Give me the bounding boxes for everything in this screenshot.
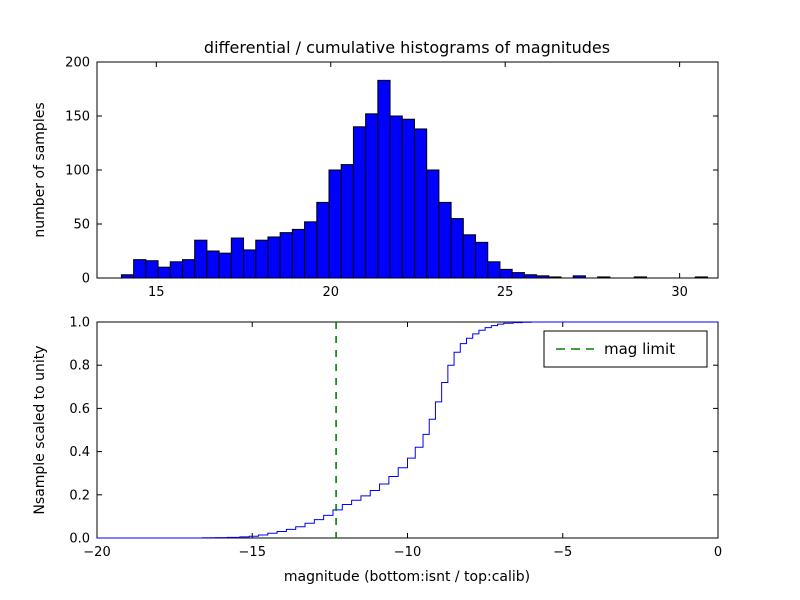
svg-text:50: 50 [73,218,90,233]
histogram-bar [316,201,330,279]
svg-text:0.4: 0.4 [69,445,90,460]
svg-text:−5: −5 [553,545,572,560]
histogram-bar [450,218,464,279]
histogram-bar [548,276,562,279]
tick-labels: −20 −15 −10 −5 0 0.0 0.2 0.4 0.6 0.8 1.0 [69,316,722,561]
histogram-bar [255,239,269,279]
histogram-bar [536,275,550,279]
legend-label: mag limit [604,340,675,358]
histogram-bar [377,79,391,279]
histogram-bar [279,232,293,279]
histogram-bar [169,261,183,279]
svg-text:−10: −10 [394,545,421,560]
svg-text:150: 150 [65,110,90,125]
histogram-bar [401,118,415,279]
bottom-xlabel: magnitude (bottom:isnt / top:calib) [284,569,530,585]
svg-text:0: 0 [82,272,90,287]
svg-text:0.6: 0.6 [69,402,90,417]
axes-spines [96,321,719,539]
histogram-bar [694,276,709,279]
histogram-bar [243,249,257,279]
histogram-bar [365,113,379,279]
tick-labels: 15 20 25 30 0 50 100 150 200 [65,56,688,301]
svg-text:−20: −20 [83,545,110,560]
histogram-bar [352,126,367,279]
histogram-bar [413,128,428,279]
svg-text:15: 15 [148,285,165,300]
histogram-bar [218,252,232,279]
bottom-ylabel: Nsample scaled to unity [32,345,48,514]
bottom-cumulative-axes: −20 −15 −10 −5 0 0.0 0.2 0.4 0.6 0.8 1.0 [69,316,722,561]
svg-text:200: 200 [65,56,90,71]
histogram-bar [120,274,135,279]
svg-text:−15: −15 [239,545,266,560]
histogram-bar [462,234,477,279]
svg-text:1.0: 1.0 [69,316,90,331]
histogram-bar [475,241,489,279]
legend: mag limit [543,330,708,368]
histogram-bar [328,169,342,279]
histogram-bar [426,169,440,279]
chart-title: differential / cumulative histograms of … [204,38,610,57]
svg-text:0: 0 [714,545,722,560]
histogram-bar [291,228,306,279]
histogram-bar [511,272,525,279]
svg-text:25: 25 [497,285,514,300]
histogram-bar [572,275,586,279]
cumulative-curve [97,321,718,539]
histogram-bar [389,115,403,279]
histogram-bar [181,259,196,279]
histogram-bar [145,260,159,279]
top-ylabel: number of samples [32,102,48,237]
histogram-bar [597,276,611,279]
histogram-bar [267,236,281,279]
histogram-bar [523,274,538,279]
histogram-bars [120,79,709,279]
svg-text:0.2: 0.2 [69,488,90,503]
histogram-bar [133,259,147,279]
svg-text:0.8: 0.8 [69,359,90,374]
histogram-bar [499,268,513,279]
histogram-bar [487,261,501,279]
histogram-bar [230,237,245,279]
svg-text:100: 100 [65,164,90,179]
histogram-bar [157,266,171,279]
svg-text:0.0: 0.0 [69,532,90,547]
histogram-bar [340,164,354,279]
histogram-bar [194,239,208,279]
svg-text:20: 20 [322,285,339,300]
histogram-bar [304,221,318,279]
top-histogram-axes: 15 20 25 30 0 50 100 150 200 [65,56,719,301]
svg-text:30: 30 [671,285,688,300]
histogram-bar [206,250,220,279]
histogram-bar [438,201,452,279]
histogram-bar [633,276,647,279]
